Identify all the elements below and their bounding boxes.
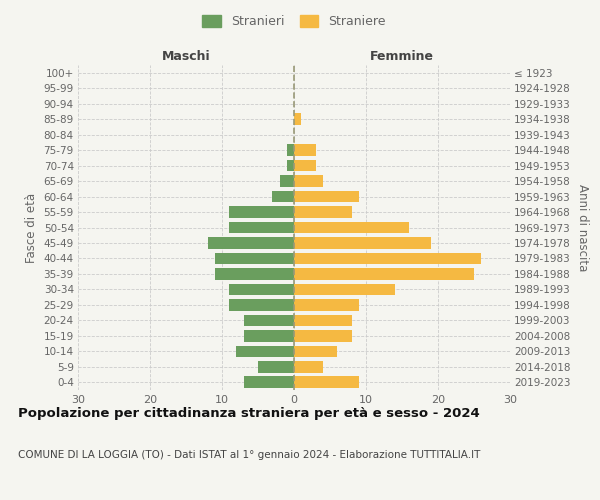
Bar — [244, 376, 294, 388]
Bar — [294, 222, 409, 234]
Bar — [294, 160, 316, 172]
Bar — [294, 330, 352, 342]
Bar — [294, 176, 323, 187]
Bar — [215, 252, 294, 264]
Bar — [272, 190, 294, 202]
Bar — [294, 314, 352, 326]
Bar — [258, 361, 294, 372]
Bar — [287, 144, 294, 156]
Legend: Stranieri, Straniere: Stranieri, Straniere — [200, 12, 388, 31]
Bar — [244, 330, 294, 342]
Bar — [294, 361, 323, 372]
Bar — [294, 252, 481, 264]
Bar — [229, 222, 294, 234]
Bar — [294, 299, 359, 310]
Bar — [208, 237, 294, 249]
Bar — [229, 299, 294, 310]
Bar — [294, 284, 395, 295]
Text: COMUNE DI LA LOGGIA (TO) - Dati ISTAT al 1° gennaio 2024 - Elaborazione TUTTITAL: COMUNE DI LA LOGGIA (TO) - Dati ISTAT al… — [18, 450, 481, 460]
Bar — [294, 144, 316, 156]
Bar — [294, 206, 352, 218]
Bar — [229, 206, 294, 218]
Y-axis label: Anni di nascita: Anni di nascita — [577, 184, 589, 271]
Bar — [244, 314, 294, 326]
Bar — [280, 176, 294, 187]
Bar — [287, 160, 294, 172]
Bar — [294, 190, 359, 202]
Y-axis label: Fasce di età: Fasce di età — [25, 192, 38, 262]
Text: Maschi: Maschi — [161, 50, 211, 62]
Bar — [236, 346, 294, 357]
Bar — [294, 346, 337, 357]
Bar — [215, 268, 294, 280]
Bar — [294, 114, 301, 125]
Bar — [229, 284, 294, 295]
Bar — [294, 268, 474, 280]
Text: Femmine: Femmine — [370, 50, 434, 62]
Text: Popolazione per cittadinanza straniera per età e sesso - 2024: Popolazione per cittadinanza straniera p… — [18, 408, 480, 420]
Bar — [294, 376, 359, 388]
Bar — [294, 237, 431, 249]
